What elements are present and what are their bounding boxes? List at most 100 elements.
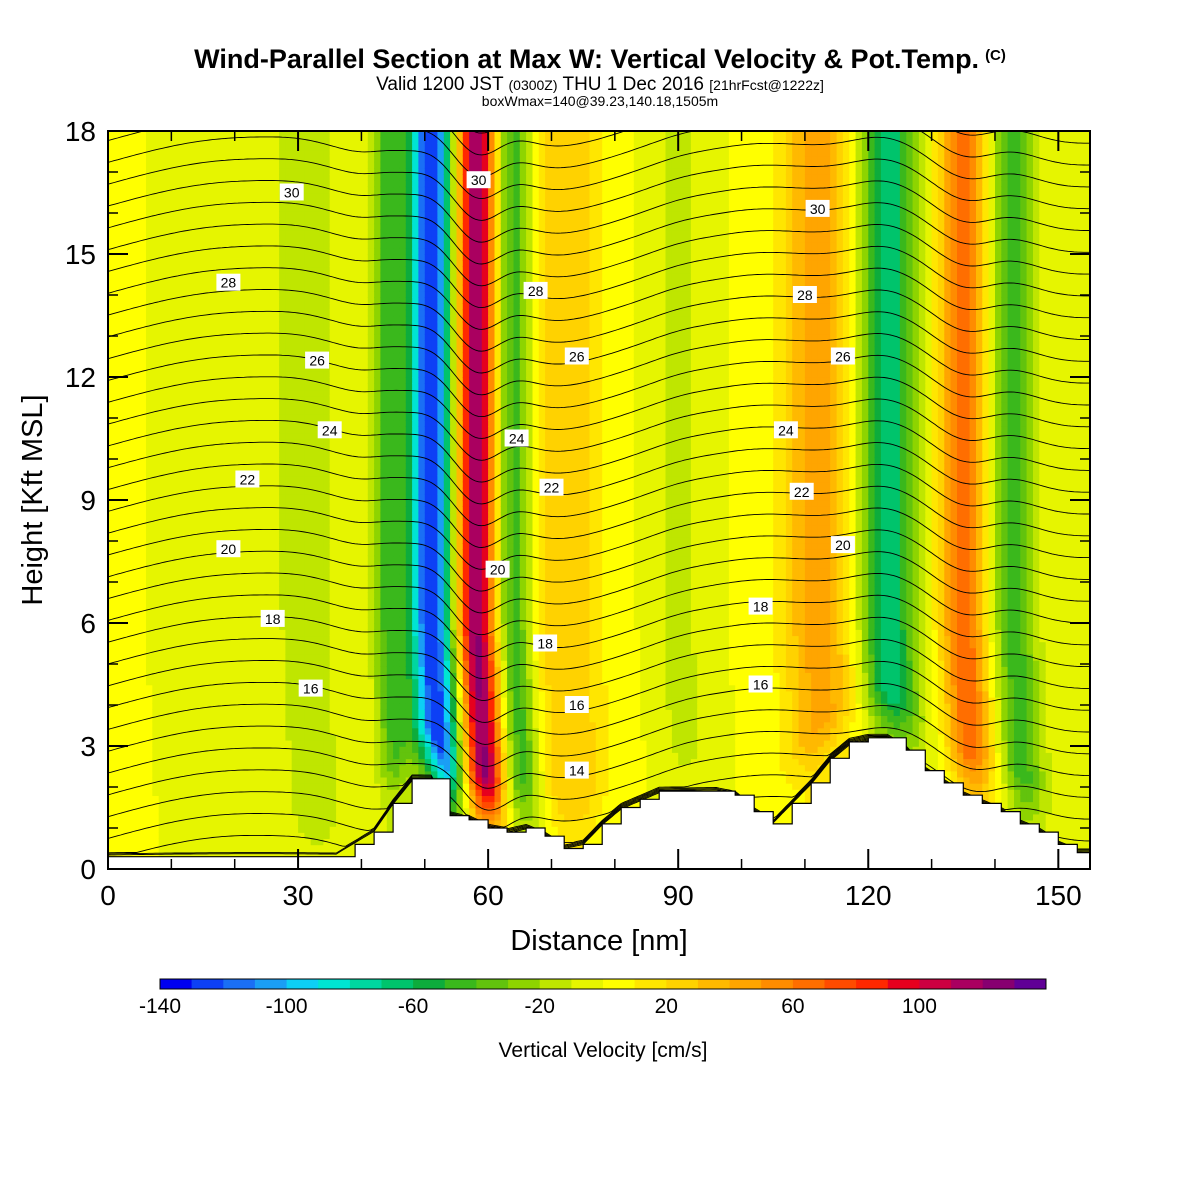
velocity-cell — [241, 413, 249, 421]
velocity-cell — [171, 610, 179, 618]
velocity-cell — [247, 272, 255, 280]
velocity-cell — [317, 586, 325, 593]
velocity-cell — [139, 844, 147, 852]
velocity-cell — [342, 819, 350, 827]
velocity-cell — [285, 210, 293, 218]
velocity-cell — [190, 598, 198, 606]
velocity-cell — [177, 623, 185, 630]
velocity-cell — [323, 438, 331, 446]
velocity-cell — [158, 555, 166, 563]
velocity-cell — [133, 543, 141, 550]
velocity-cell — [241, 321, 249, 329]
velocity-cell — [329, 567, 337, 575]
velocity-cell — [323, 481, 331, 489]
velocity-cell — [146, 174, 154, 181]
velocity-cell — [190, 579, 198, 587]
velocity-cell — [184, 678, 192, 686]
velocity-cell — [253, 327, 261, 335]
velocity-cell — [120, 272, 128, 280]
velocity-cell — [247, 813, 255, 821]
velocity-cell — [139, 795, 147, 803]
velocity-cell — [266, 795, 274, 803]
velocity-cell — [317, 303, 325, 311]
velocity-cell — [355, 131, 363, 138]
velocity-cell — [171, 401, 179, 409]
velocity-cell — [146, 838, 154, 846]
velocity-cell — [279, 758, 287, 766]
velocity-cell — [348, 666, 356, 673]
velocity-cell — [348, 592, 356, 600]
velocity-cell — [171, 358, 179, 366]
velocity-cell — [291, 555, 299, 563]
velocity-cell — [310, 377, 318, 384]
velocity-cell — [342, 217, 350, 225]
velocity-cell — [152, 653, 160, 661]
velocity-cell — [139, 340, 147, 347]
velocity-cell — [234, 629, 242, 637]
velocity-cell — [222, 666, 230, 673]
velocity-cell — [203, 155, 211, 163]
velocity-cell — [253, 204, 261, 212]
velocity-cell — [152, 475, 160, 483]
velocity-cell — [133, 352, 141, 360]
velocity-cell — [196, 561, 204, 569]
velocity-cell — [108, 733, 116, 741]
velocity-cell — [228, 776, 236, 784]
velocity-cell — [184, 272, 192, 280]
velocity-cell — [184, 733, 192, 741]
velocity-cell — [247, 758, 255, 766]
velocity-cell — [342, 500, 350, 507]
velocity-cell — [228, 635, 236, 643]
velocity-cell — [127, 506, 135, 514]
velocity-cell — [171, 456, 179, 464]
velocity-cell — [247, 629, 255, 637]
velocity-cell — [361, 623, 369, 630]
velocity-cell — [310, 383, 318, 391]
velocity-cell — [323, 653, 331, 661]
velocity-cell — [336, 721, 344, 729]
velocity-cell — [355, 690, 363, 698]
velocity-cell — [139, 727, 147, 735]
velocity-cell — [272, 555, 280, 563]
velocity-cell — [120, 149, 128, 157]
velocity-cell — [247, 721, 255, 729]
velocity-cell — [133, 463, 141, 470]
velocity-cell — [348, 610, 356, 618]
velocity-cell — [247, 653, 255, 661]
velocity-cell — [266, 703, 274, 710]
velocity-cell — [171, 838, 179, 846]
velocity-cell — [253, 500, 261, 507]
velocity-cell — [120, 764, 128, 772]
velocity-cell — [336, 844, 344, 852]
velocity-cell — [304, 709, 312, 716]
velocity-cell — [367, 659, 375, 667]
velocity-cell — [355, 746, 363, 753]
velocity-cell — [329, 819, 337, 827]
velocity-cell — [209, 789, 217, 796]
velocity-cell — [367, 776, 375, 784]
velocity-cell — [228, 364, 236, 372]
velocity-cell — [241, 284, 249, 292]
velocity-cell — [317, 254, 325, 261]
velocity-cell — [234, 370, 242, 378]
velocity-cell — [285, 420, 293, 427]
velocity-cell — [291, 536, 299, 544]
velocity-cell — [272, 758, 280, 766]
velocity-cell — [279, 598, 287, 606]
velocity-cell — [108, 647, 116, 655]
velocity-cell — [127, 321, 135, 329]
velocity-cell — [158, 297, 166, 304]
velocity-cell — [317, 524, 325, 532]
velocity-cell — [228, 733, 236, 741]
velocity-cell — [355, 758, 363, 766]
velocity-cell — [177, 217, 185, 225]
velocity-cell — [234, 690, 242, 698]
velocity-cell — [298, 610, 306, 618]
velocity-cell — [114, 684, 122, 692]
velocity-cell — [329, 807, 337, 815]
velocity-cell — [215, 813, 223, 821]
velocity-cell — [177, 155, 185, 163]
velocity-cell — [215, 327, 223, 335]
velocity-cell — [139, 333, 147, 341]
velocity-cell — [165, 260, 173, 268]
